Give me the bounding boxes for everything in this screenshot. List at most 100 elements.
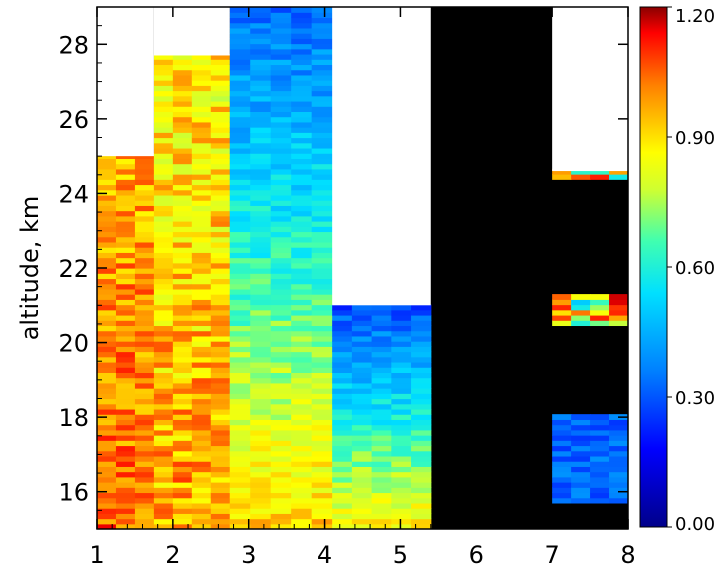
heatmap-cell	[351, 408, 373, 415]
heatmap-cell	[191, 304, 212, 311]
heatmap-cell	[411, 372, 432, 379]
heatmap-cell	[191, 382, 212, 389]
heatmap-cell	[115, 215, 136, 222]
heatmap-cell	[172, 309, 193, 316]
heatmap-cell	[153, 320, 174, 327]
heatmap-cell	[153, 372, 174, 379]
heatmap-cell	[351, 429, 373, 436]
heatmap-cell	[250, 95, 272, 102]
heatmap-cell	[291, 221, 313, 227]
heatmap-cell	[411, 435, 432, 441]
heatmap-cell	[229, 388, 251, 394]
heatmap-cell	[210, 127, 231, 133]
heatmap-cell	[210, 461, 231, 467]
heatmap-cell	[371, 382, 392, 389]
heatmap-cell	[270, 43, 292, 50]
heatmap-cell	[97, 450, 117, 457]
heatmap-cell	[552, 419, 572, 426]
heatmap-cell	[191, 194, 212, 201]
x-tick-label: 7	[545, 541, 560, 569]
heatmap-cell	[153, 168, 174, 175]
heatmap-cell	[391, 461, 412, 467]
heatmap-cell	[191, 231, 212, 238]
heatmap-cell	[291, 330, 313, 337]
heatmap-cell	[191, 408, 212, 415]
heatmap-cell	[191, 74, 212, 81]
heatmap-cell	[351, 445, 373, 452]
heatmap-cell	[229, 257, 251, 264]
heatmap-cell	[270, 38, 292, 45]
heatmap-cell	[229, 398, 251, 405]
heatmap-cell	[191, 372, 212, 379]
heatmap-cell	[270, 508, 292, 514]
heatmap-cell	[229, 476, 251, 483]
heatmap-cell	[291, 273, 313, 280]
heatmap-cell	[172, 236, 193, 243]
heatmap-cell	[609, 461, 628, 467]
heatmap-cell	[191, 346, 212, 353]
heatmap-cell	[97, 502, 117, 509]
heatmap-cell	[391, 325, 412, 332]
heatmap-cell	[250, 147, 272, 154]
heatmap-cell	[332, 435, 353, 441]
heatmap-cell	[229, 231, 251, 238]
heatmap-cell	[552, 482, 572, 488]
heatmap-cell	[250, 440, 272, 447]
heatmap-cell	[552, 424, 572, 431]
heatmap-cell	[153, 153, 174, 159]
heatmap-cell	[134, 414, 155, 420]
heatmap-cell	[134, 221, 155, 227]
heatmap-cell	[191, 127, 212, 133]
heatmap-cell	[115, 508, 136, 514]
heatmap-cell	[134, 226, 155, 233]
heatmap-cell	[210, 330, 231, 337]
heatmap-cell	[210, 179, 231, 186]
heatmap-cell	[371, 388, 392, 394]
heatmap-cell	[311, 403, 333, 410]
heatmap-cell	[250, 200, 272, 206]
heatmap-cell	[210, 435, 231, 441]
heatmap-cell	[311, 523, 333, 529]
heatmap-cell	[270, 450, 292, 457]
heatmap-cell	[311, 121, 333, 128]
heatmap-cell	[191, 221, 212, 227]
heatmap-cell	[250, 320, 272, 327]
heatmap-cell	[270, 163, 292, 170]
heatmap-cell	[291, 22, 313, 29]
heatmap-cell	[291, 356, 313, 363]
heatmap-cell	[291, 487, 313, 494]
heatmap-cell	[210, 487, 231, 494]
heatmap-cell	[411, 476, 432, 483]
heatmap-cell	[291, 346, 313, 353]
heatmap-cell	[97, 471, 117, 478]
heatmap-cell	[552, 492, 572, 499]
heatmap-cell	[371, 508, 392, 514]
heatmap-cell	[134, 518, 155, 525]
heatmap-cell	[571, 294, 591, 300]
heatmap-cell	[311, 163, 333, 170]
heatmap-cell	[229, 304, 251, 311]
heatmap-cell	[153, 492, 174, 499]
heatmap-cell	[351, 393, 373, 400]
heatmap-cell	[229, 325, 251, 332]
heatmap-cell	[210, 294, 231, 300]
heatmap-cell	[291, 231, 313, 238]
heatmap-cell	[250, 502, 272, 509]
heatmap-cell	[134, 163, 155, 170]
heatmap-cell	[210, 455, 231, 462]
heatmap-cell	[229, 356, 251, 363]
heatmap-cell	[172, 221, 193, 227]
heatmap-cell	[210, 252, 231, 259]
heatmap-cell	[332, 487, 353, 494]
heatmap-cell	[153, 273, 174, 280]
heatmap-cell	[229, 367, 251, 373]
heatmap-cell	[311, 200, 333, 206]
heatmap-cell	[371, 429, 392, 436]
no-data-region	[97, 7, 154, 157]
heatmap-cell	[270, 492, 292, 499]
heatmap-cell	[571, 466, 591, 473]
heatmap-cell	[270, 221, 292, 227]
heatmap-cell	[291, 210, 313, 217]
heatmap-cell	[115, 377, 136, 384]
heatmap-cell	[153, 294, 174, 300]
